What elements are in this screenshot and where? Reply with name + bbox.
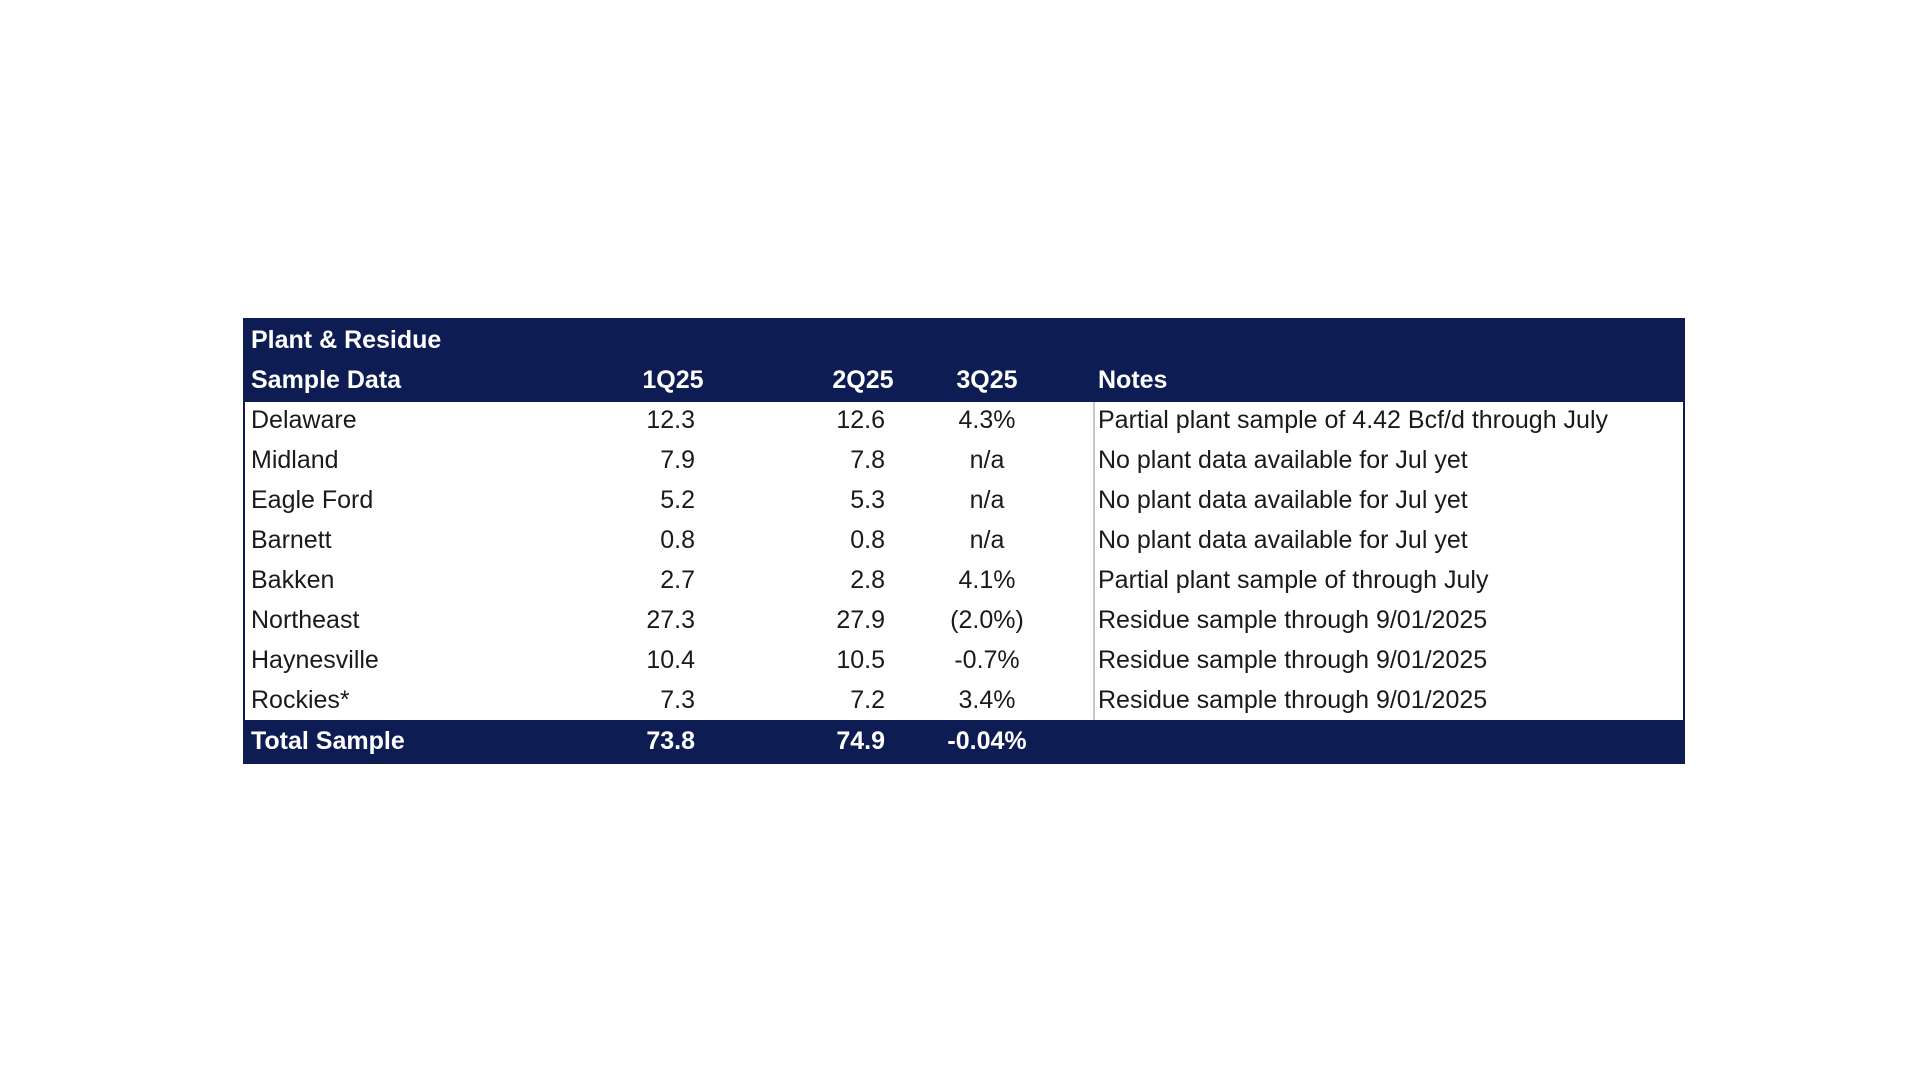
total-value-3q25: -0.04% bbox=[947, 727, 1027, 755]
table-title-line1: Plant & Residue bbox=[251, 326, 442, 354]
row-value-2q25: 27.9 bbox=[836, 606, 885, 634]
column-header-notes: Notes bbox=[1098, 366, 1168, 394]
row-region: Barnett bbox=[251, 526, 332, 554]
row-note: No plant data available for Jul yet bbox=[1098, 526, 1468, 554]
row-value-2q25: 7.2 bbox=[850, 686, 885, 714]
row-region: Rockies* bbox=[251, 686, 350, 714]
table-total-row bbox=[245, 720, 1683, 762]
column-header-2q25: 2Q25 bbox=[832, 366, 894, 394]
row-value-2q25: 12.6 bbox=[836, 406, 885, 434]
row-region: Northeast bbox=[251, 606, 360, 634]
row-region: Haynesville bbox=[251, 646, 379, 674]
row-note: Partial plant sample of 4.42 Bcf/d throu… bbox=[1098, 406, 1609, 434]
row-value-3q25: n/a bbox=[969, 526, 1005, 554]
row-value-1q25: 10.4 bbox=[646, 646, 695, 674]
row-value-2q25: 2.8 bbox=[850, 566, 885, 594]
row-value-2q25: 0.8 bbox=[850, 526, 885, 554]
row-note: No plant data available for Jul yet bbox=[1098, 486, 1468, 514]
row-value-3q25: n/a bbox=[969, 486, 1005, 514]
table-header bbox=[245, 320, 1683, 402]
row-region: Eagle Ford bbox=[251, 486, 374, 514]
row-value-2q25: 10.5 bbox=[836, 646, 885, 674]
row-value-1q25: 2.7 bbox=[660, 566, 695, 594]
notes-column-divider bbox=[1093, 402, 1095, 720]
row-value-3q25: 4.1% bbox=[958, 566, 1016, 594]
row-note: Partial plant sample of through July bbox=[1098, 566, 1489, 594]
total-label: Total Sample bbox=[251, 727, 405, 755]
row-value-3q25: 4.3% bbox=[958, 406, 1016, 434]
row-value-2q25: 5.3 bbox=[850, 486, 885, 514]
row-note: Residue sample through 9/01/2025 bbox=[1098, 606, 1488, 634]
row-value-1q25: 12.3 bbox=[646, 406, 695, 434]
row-note: Residue sample through 9/01/2025 bbox=[1098, 686, 1488, 714]
row-value-3q25: 3.4% bbox=[958, 686, 1016, 714]
row-value-3q25: (2.0%) bbox=[950, 606, 1024, 634]
column-header-1q25: 1Q25 bbox=[642, 366, 704, 394]
row-value-1q25: 7.3 bbox=[660, 686, 695, 714]
row-region: Midland bbox=[251, 446, 339, 474]
total-value-2q25: 74.9 bbox=[836, 727, 885, 755]
row-value-1q25: 7.9 bbox=[660, 446, 695, 474]
column-header-3q25: 3Q25 bbox=[956, 366, 1018, 394]
row-note: No plant data available for Jul yet bbox=[1098, 446, 1468, 474]
row-value-1q25: 5.2 bbox=[660, 486, 695, 514]
row-value-1q25: 27.3 bbox=[646, 606, 695, 634]
sample-data-table: Plant & Residue Sample Data 1Q25 2Q25 3Q… bbox=[243, 318, 1685, 764]
row-note: Residue sample through 9/01/2025 bbox=[1098, 646, 1488, 674]
row-region: Bakken bbox=[251, 566, 335, 594]
row-value-2q25: 7.8 bbox=[850, 446, 885, 474]
row-value-3q25: n/a bbox=[969, 446, 1005, 474]
row-region: Delaware bbox=[251, 406, 357, 434]
row-value-3q25: -0.7% bbox=[954, 646, 1020, 674]
total-value-1q25: 73.8 bbox=[646, 727, 695, 755]
table-title-line2: Sample Data bbox=[251, 366, 402, 394]
row-value-1q25: 0.8 bbox=[660, 526, 695, 554]
